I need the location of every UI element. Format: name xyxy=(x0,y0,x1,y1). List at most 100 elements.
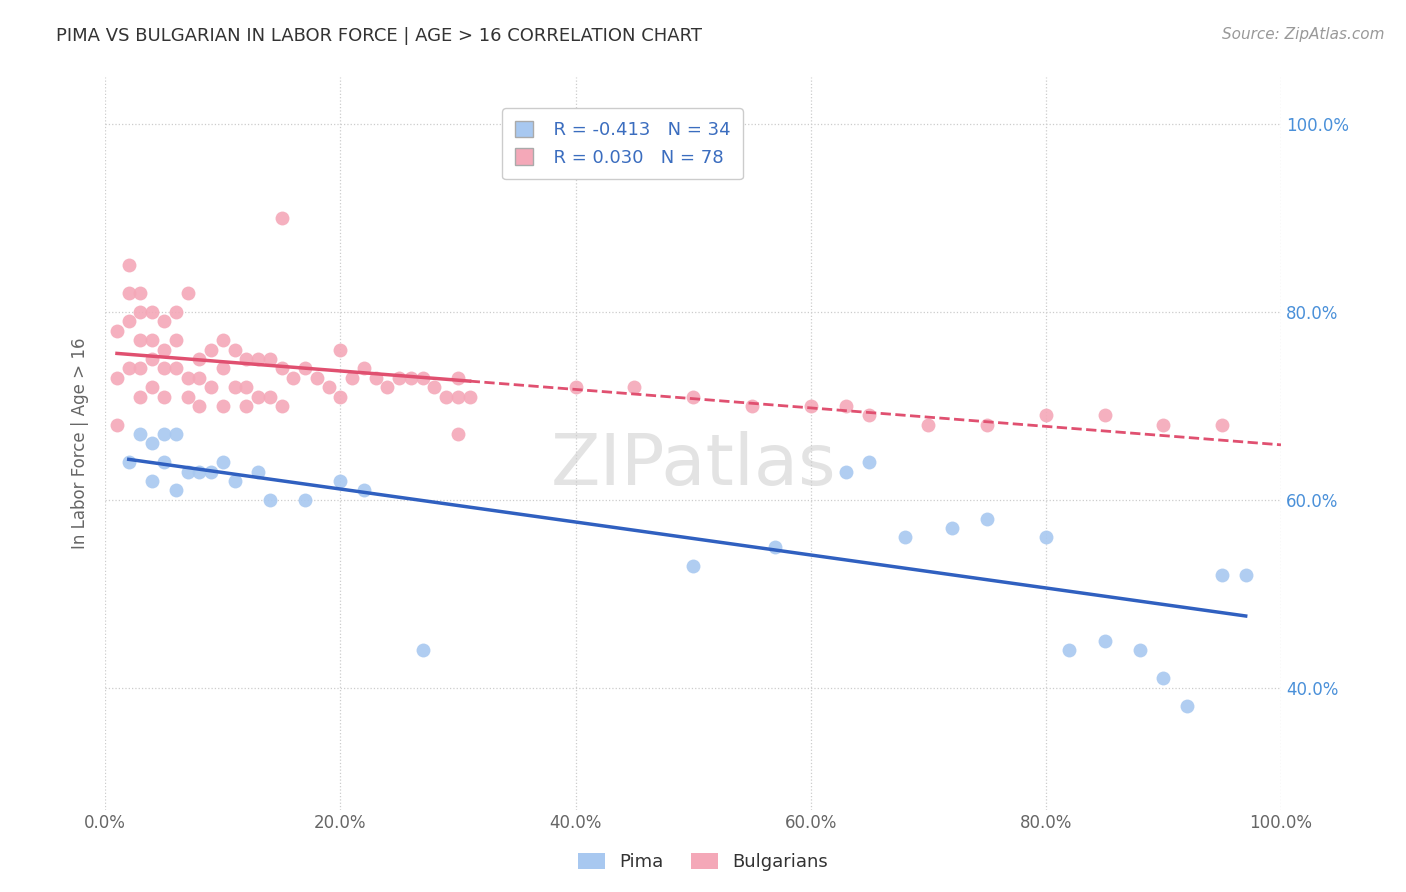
Point xyxy=(682,558,704,573)
Point xyxy=(329,474,352,488)
Point xyxy=(976,511,998,525)
Point xyxy=(129,286,152,301)
Point xyxy=(329,390,352,404)
Point xyxy=(447,371,470,385)
Point xyxy=(1035,530,1057,544)
Text: PIMA VS BULGARIAN IN LABOR FORCE | AGE > 16 CORRELATION CHART: PIMA VS BULGARIAN IN LABOR FORCE | AGE >… xyxy=(56,27,702,45)
Point xyxy=(188,351,211,366)
Point xyxy=(235,399,257,413)
Point xyxy=(1129,643,1152,657)
Point xyxy=(105,371,128,385)
Point xyxy=(165,483,187,498)
Point xyxy=(1211,417,1233,432)
Point xyxy=(118,314,141,328)
Point xyxy=(423,380,446,394)
Point xyxy=(353,361,375,376)
Point xyxy=(447,427,470,442)
Point xyxy=(858,455,880,469)
Point xyxy=(129,427,152,442)
Point xyxy=(235,380,257,394)
Legend: Pima, Bulgarians: Pima, Bulgarians xyxy=(571,846,835,879)
Point xyxy=(235,351,257,366)
Point xyxy=(1094,633,1116,648)
Point xyxy=(200,465,222,479)
Point xyxy=(118,455,141,469)
Point xyxy=(211,399,233,413)
Point xyxy=(176,390,198,404)
Point xyxy=(165,361,187,376)
Point xyxy=(141,333,163,347)
Point xyxy=(412,371,434,385)
Point xyxy=(165,305,187,319)
Point xyxy=(1152,671,1174,685)
Point xyxy=(129,390,152,404)
Point xyxy=(259,351,281,366)
Point xyxy=(200,343,222,357)
Point xyxy=(153,343,176,357)
Y-axis label: In Labor Force | Age > 16: In Labor Force | Age > 16 xyxy=(72,338,89,549)
Point xyxy=(141,305,163,319)
Point xyxy=(294,361,316,376)
Text: ZIPatlas: ZIPatlas xyxy=(550,431,837,500)
Point xyxy=(564,380,586,394)
Point xyxy=(224,474,246,488)
Point xyxy=(976,417,998,432)
Point xyxy=(153,361,176,376)
Point xyxy=(623,380,645,394)
Text: Source: ZipAtlas.com: Source: ZipAtlas.com xyxy=(1222,27,1385,42)
Point xyxy=(153,427,176,442)
Point xyxy=(682,390,704,404)
Point xyxy=(763,540,786,554)
Point xyxy=(388,371,411,385)
Point xyxy=(1211,567,1233,582)
Point xyxy=(270,361,292,376)
Point xyxy=(118,361,141,376)
Point xyxy=(941,521,963,535)
Point xyxy=(153,455,176,469)
Point xyxy=(1094,409,1116,423)
Point xyxy=(188,465,211,479)
Point xyxy=(105,417,128,432)
Point xyxy=(211,455,233,469)
Point xyxy=(283,371,305,385)
Point xyxy=(247,390,270,404)
Point xyxy=(176,371,198,385)
Point xyxy=(165,333,187,347)
Point xyxy=(165,427,187,442)
Point xyxy=(129,305,152,319)
Point xyxy=(129,333,152,347)
Point xyxy=(741,399,763,413)
Point xyxy=(188,399,211,413)
Point xyxy=(800,399,823,413)
Point xyxy=(270,399,292,413)
Point xyxy=(247,351,270,366)
Point xyxy=(141,351,163,366)
Point xyxy=(329,343,352,357)
Point xyxy=(105,324,128,338)
Point xyxy=(176,465,198,479)
Point xyxy=(129,361,152,376)
Point xyxy=(399,371,422,385)
Point xyxy=(1059,643,1081,657)
Point xyxy=(118,286,141,301)
Point xyxy=(224,343,246,357)
Point xyxy=(835,399,858,413)
Point xyxy=(153,390,176,404)
Legend:   R = -0.413   N = 34,   R = 0.030   N = 78: R = -0.413 N = 34, R = 0.030 N = 78 xyxy=(502,109,742,179)
Point xyxy=(305,371,328,385)
Point xyxy=(141,380,163,394)
Point xyxy=(353,483,375,498)
Point xyxy=(224,380,246,394)
Point xyxy=(917,417,939,432)
Point xyxy=(377,380,399,394)
Point xyxy=(270,211,292,226)
Point xyxy=(340,371,363,385)
Point xyxy=(1175,699,1198,714)
Point xyxy=(412,643,434,657)
Point xyxy=(259,492,281,507)
Point xyxy=(176,286,198,301)
Point xyxy=(141,474,163,488)
Point xyxy=(200,380,222,394)
Point xyxy=(141,436,163,450)
Point xyxy=(318,380,340,394)
